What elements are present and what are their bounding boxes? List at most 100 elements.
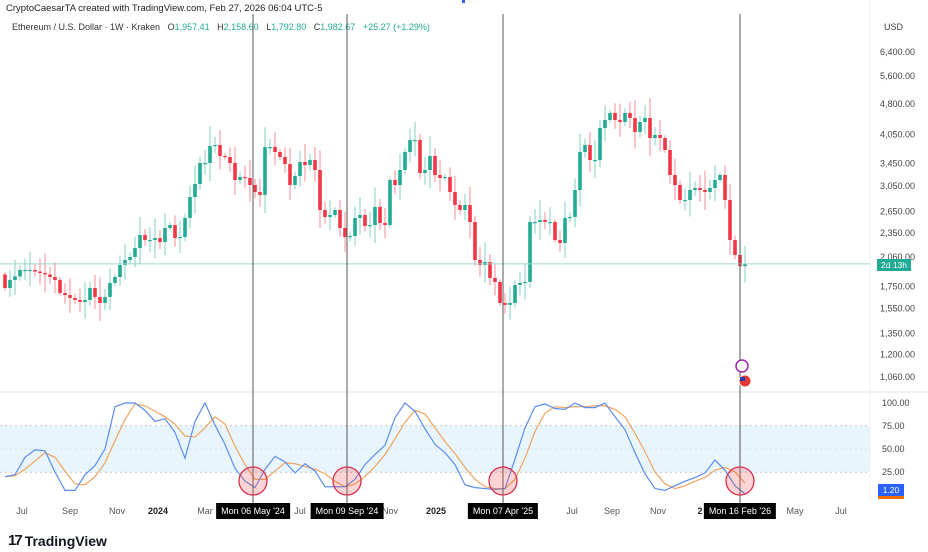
oversold-marker-circle[interactable]	[238, 466, 268, 496]
symbol-legend[interactable]: Ethereum / U.S. Dollar · 1W · Kraken O1,…	[12, 22, 430, 32]
candle	[243, 165, 247, 189]
candle	[43, 253, 47, 293]
candle-body	[678, 184, 682, 200]
candle-body	[553, 222, 557, 241]
tradingview-logo[interactable]: 17 TradingView	[8, 532, 107, 549]
candle-body	[328, 215, 332, 217]
candle	[23, 258, 27, 281]
candle-body	[243, 176, 247, 179]
time-axis-label: Sep	[62, 506, 78, 516]
candle-body	[343, 227, 347, 238]
candle-body	[138, 234, 142, 248]
candle-body	[683, 199, 687, 202]
candle	[293, 171, 297, 190]
candle	[78, 288, 82, 313]
candle	[328, 200, 332, 231]
candle-body	[348, 236, 352, 238]
candle	[113, 274, 117, 286]
candle	[18, 265, 22, 281]
candle	[523, 263, 527, 300]
candle-body	[628, 112, 632, 118]
candle	[558, 230, 562, 252]
candle-body	[113, 276, 117, 283]
candle-body	[3, 274, 7, 288]
candle	[363, 208, 367, 232]
candle	[593, 140, 597, 179]
candle-body	[643, 117, 647, 123]
candle-body	[428, 155, 432, 171]
candle	[358, 196, 362, 235]
candle-body	[548, 222, 552, 224]
candle-body	[543, 219, 547, 223]
candle-body	[283, 156, 287, 165]
candle-body	[518, 282, 522, 285]
candle-body	[653, 134, 657, 139]
price-tick-label: 5,600.00	[880, 71, 915, 81]
marker-date-label: Mon 07 Apr '25	[467, 503, 539, 519]
candle-body	[718, 175, 722, 180]
candle-body	[278, 152, 282, 157]
candle-body	[253, 184, 257, 193]
candle-body	[133, 247, 137, 257]
candle	[718, 172, 722, 183]
candle-body	[158, 238, 162, 243]
candle-body	[273, 147, 277, 153]
oversold-marker-circle[interactable]	[332, 466, 362, 496]
candle	[468, 186, 472, 239]
stoch-k-line	[4, 401, 746, 495]
price-tick-label: 3,450.00	[880, 159, 915, 169]
event-icons[interactable]	[735, 359, 752, 388]
candle	[63, 283, 67, 304]
candle-body	[98, 296, 102, 303]
candle-body	[223, 155, 227, 158]
candle-body	[183, 217, 187, 238]
time-axis-label: Mar	[197, 506, 213, 516]
candle	[308, 153, 312, 171]
time-axis-label: 2025	[426, 506, 446, 516]
candle	[653, 127, 657, 146]
candle-body	[603, 119, 607, 128]
candle-body	[163, 227, 167, 243]
candle	[268, 139, 272, 155]
stoch-d-line	[4, 403, 746, 490]
bar-countdown-badge: 2d 13h	[877, 259, 911, 271]
candle	[93, 274, 97, 309]
candle	[673, 158, 677, 200]
candle	[73, 293, 77, 305]
time-axis-label: Jul	[566, 506, 578, 516]
candle	[258, 178, 262, 207]
candle-body	[58, 279, 62, 293]
candle-body	[93, 287, 97, 297]
candle	[128, 252, 132, 265]
candle	[188, 185, 192, 229]
candle-body	[598, 127, 602, 160]
candle	[438, 160, 442, 192]
oversold-marker-circle[interactable]	[488, 466, 518, 496]
candle-body	[638, 122, 642, 133]
stoch-band	[0, 426, 870, 472]
candle	[48, 266, 52, 285]
chart-credit: CryptoCaesarTA created with TradingView.…	[6, 3, 323, 14]
idea-icon[interactable]	[735, 359, 749, 373]
stoch-tick-label: 50.00	[882, 444, 905, 454]
candle	[703, 170, 707, 211]
oversold-marker-circle[interactable]	[725, 466, 755, 496]
candle	[458, 200, 462, 215]
candle	[248, 159, 252, 202]
time-axis-label: Nov	[650, 506, 667, 516]
candle-body	[513, 284, 517, 303]
candle	[178, 220, 182, 253]
price-tick-label: 4,050.00	[880, 130, 915, 140]
candle	[678, 180, 682, 205]
candle	[183, 213, 187, 242]
candle-body	[393, 179, 397, 185]
candle	[733, 235, 737, 260]
candle	[168, 222, 172, 231]
candle	[318, 150, 322, 229]
candle-body	[18, 269, 22, 277]
candle	[443, 174, 447, 181]
candle	[483, 242, 487, 284]
candle-body	[228, 156, 232, 163]
candle-body	[258, 192, 262, 195]
